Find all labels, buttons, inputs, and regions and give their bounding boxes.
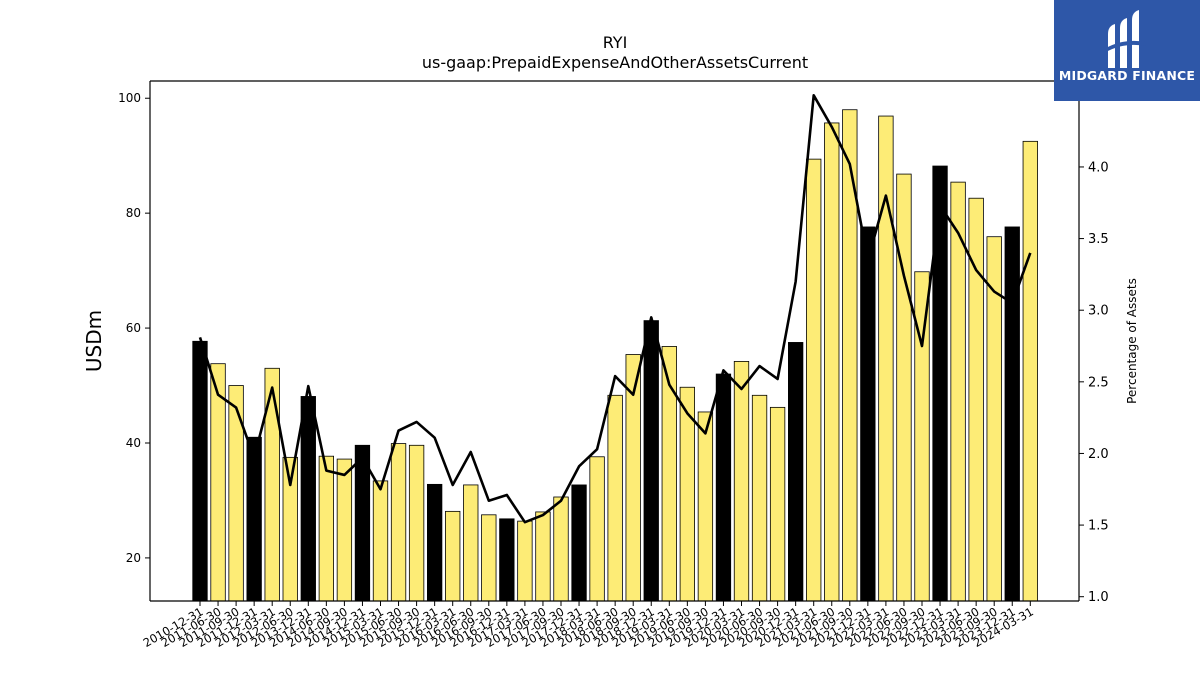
bar (878, 115, 894, 602)
y-tick-label: 100 (118, 91, 141, 105)
chart-title: RYI (603, 33, 628, 52)
bar (481, 514, 497, 602)
bar (842, 109, 858, 602)
bar (715, 373, 732, 602)
bar (932, 165, 948, 602)
bar (824, 122, 840, 602)
y2-tick-label: 2.0 (1088, 447, 1109, 462)
bar (499, 518, 515, 602)
bar (372, 480, 389, 602)
bar (788, 342, 804, 602)
bar (607, 394, 623, 602)
bar (445, 510, 461, 602)
bar (535, 511, 551, 602)
y2-tick-label: 3.5 (1088, 232, 1109, 247)
bar (318, 455, 335, 602)
y2-tick-label: 1.0 (1088, 590, 1109, 605)
chart-subtitle: us-gaap:PrepaidExpenseAndOtherAssetsCurr… (422, 53, 808, 72)
bar (896, 173, 912, 602)
y2-tick-label: 4.0 (1088, 160, 1109, 175)
y2-tick-label: 1.5 (1088, 519, 1109, 534)
bar (1022, 140, 1038, 602)
bar (589, 456, 605, 602)
bar (192, 340, 208, 602)
y-tick-label: 80 (126, 206, 141, 220)
bar (751, 394, 768, 602)
bar (553, 496, 569, 602)
bar (806, 158, 822, 602)
y-tick-label: 20 (126, 551, 141, 565)
y-tick-label: 60 (126, 321, 141, 335)
bar (390, 443, 407, 602)
bar (860, 226, 876, 602)
bar (1004, 226, 1020, 602)
bar (643, 320, 659, 602)
bar (228, 385, 244, 602)
bar (246, 436, 262, 602)
bar (463, 484, 479, 602)
midgard-logo-icon (1106, 10, 1146, 68)
y2-tick-label: 2.5 (1088, 375, 1109, 390)
y2-tick-label: 3.0 (1088, 304, 1109, 319)
y-tick-label: 40 (126, 436, 141, 450)
bar (571, 484, 587, 602)
bar (697, 411, 714, 602)
bar (336, 458, 353, 602)
bar (769, 406, 786, 602)
bar (426, 483, 443, 602)
series-line (198, 94, 1032, 524)
y-axis-label: USDm (82, 310, 106, 372)
bar (408, 444, 425, 602)
bar (300, 396, 316, 602)
logo-text: MIDGARD FINANCE (1058, 68, 1196, 83)
bar (733, 360, 750, 602)
bar (517, 520, 533, 602)
midgard-finance-logo: MIDGARD FINANCE (1054, 0, 1200, 101)
y2-axis-label: Percentage of Assets (1125, 278, 1139, 404)
